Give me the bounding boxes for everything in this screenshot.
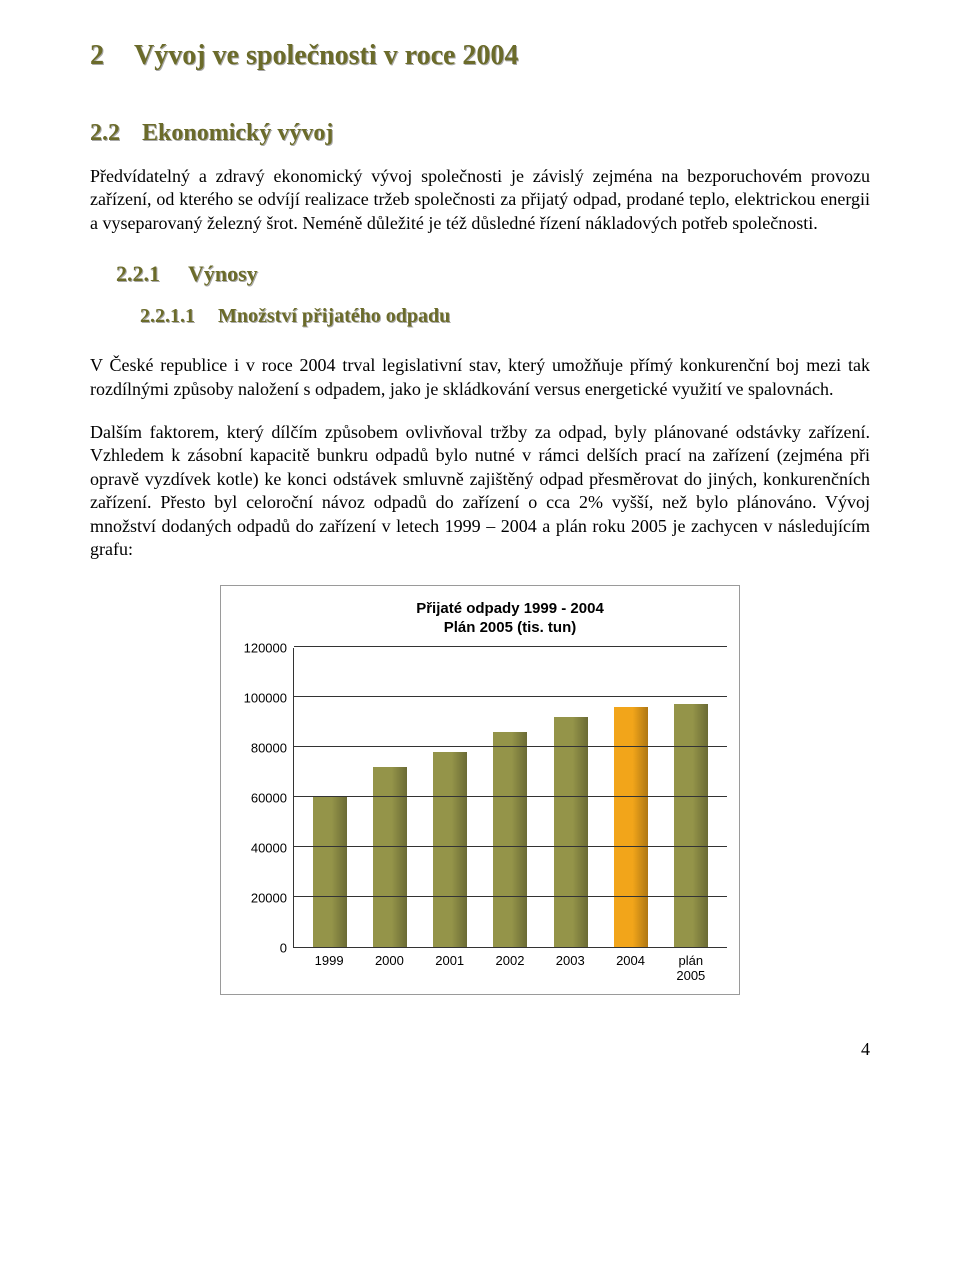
chart-bar (433, 752, 467, 947)
paragraph-body-2: Dalším faktorem, který dílčím způsobem o… (90, 421, 870, 561)
h1-number: 2 (90, 40, 134, 72)
chart-y-tick-label: 120000 (244, 640, 287, 655)
h3-number: 2.2.1 (116, 261, 188, 287)
chart-y-tick-label: 20000 (251, 890, 287, 905)
chart-bar (554, 717, 588, 947)
chart-x-tick-label: 1999 (312, 954, 346, 984)
chart-x-tick-label: 2004 (614, 954, 648, 984)
chart-x-tick-label: 2001 (433, 954, 467, 984)
chart-title-line1: Přijaté odpady 1999 - 2004 (416, 600, 604, 617)
chart-bar (674, 704, 708, 947)
chart-gridline (294, 846, 727, 847)
chart-y-tick-label: 40000 (251, 840, 287, 855)
chart-gridline (294, 696, 727, 697)
chart-bar (614, 707, 648, 947)
chart-y-tick-label: 0 (280, 940, 287, 955)
h4-text: Množství přijatého odpadu (218, 305, 450, 327)
paragraph-body-1: V České republice i v roce 2004 trval le… (90, 354, 870, 401)
chart-x-tick-label: plán2005 (674, 954, 708, 984)
paragraph-intro: Předvídatelný a zdravý ekonomický vývoj … (90, 165, 870, 235)
chart-gridline (294, 746, 727, 747)
chart-bars-container (294, 648, 727, 947)
chart-x-tick-label: 2000 (372, 954, 406, 984)
chart-plot-area (293, 648, 727, 948)
chart-gridline (294, 896, 727, 897)
chart-title-line2: Plán 2005 (tis. tun) (444, 619, 577, 636)
chart-bar (493, 732, 527, 947)
chart-y-tick-label: 60000 (251, 790, 287, 805)
chart-bar (313, 797, 347, 947)
section-heading-1: 2Vývoj ve společnosti v roce 2004 (90, 40, 870, 72)
h1-text: Vývoj ve společnosti v roce 2004 (134, 40, 518, 71)
waste-intake-chart: Přijaté odpady 1999 - 2004 Plán 2005 (ti… (220, 585, 740, 994)
chart-bar (373, 767, 407, 947)
h4-number: 2.2.1.1 (140, 305, 218, 328)
chart-x-tick-label: 2003 (553, 954, 587, 984)
chart-x-tick-label: 2002 (493, 954, 527, 984)
chart-title: Přijaté odpady 1999 - 2004 Plán 2005 (ti… (293, 600, 727, 638)
chart-y-tick-label: 80000 (251, 740, 287, 755)
chart-gridline (294, 796, 727, 797)
h3-text: Výnosy (188, 261, 258, 286)
page-number: 4 (90, 1039, 870, 1060)
section-heading-4: 2.2.1.1Množství přijatého odpadu (140, 305, 870, 328)
chart-y-tick-label: 100000 (244, 690, 287, 705)
chart-gridline (294, 646, 727, 647)
h2-text: Ekonomický vývoj (142, 120, 333, 146)
section-heading-2: 2.2Ekonomický vývoj (90, 120, 870, 147)
h2-number: 2.2 (90, 120, 142, 147)
chart-x-axis: 1999 2000 2001 2002 2003 2004 plán2005 (293, 948, 727, 984)
chart-y-axis: 020000400006000080000100000120000 (233, 648, 293, 948)
section-heading-3: 2.2.1Výnosy (116, 261, 870, 287)
